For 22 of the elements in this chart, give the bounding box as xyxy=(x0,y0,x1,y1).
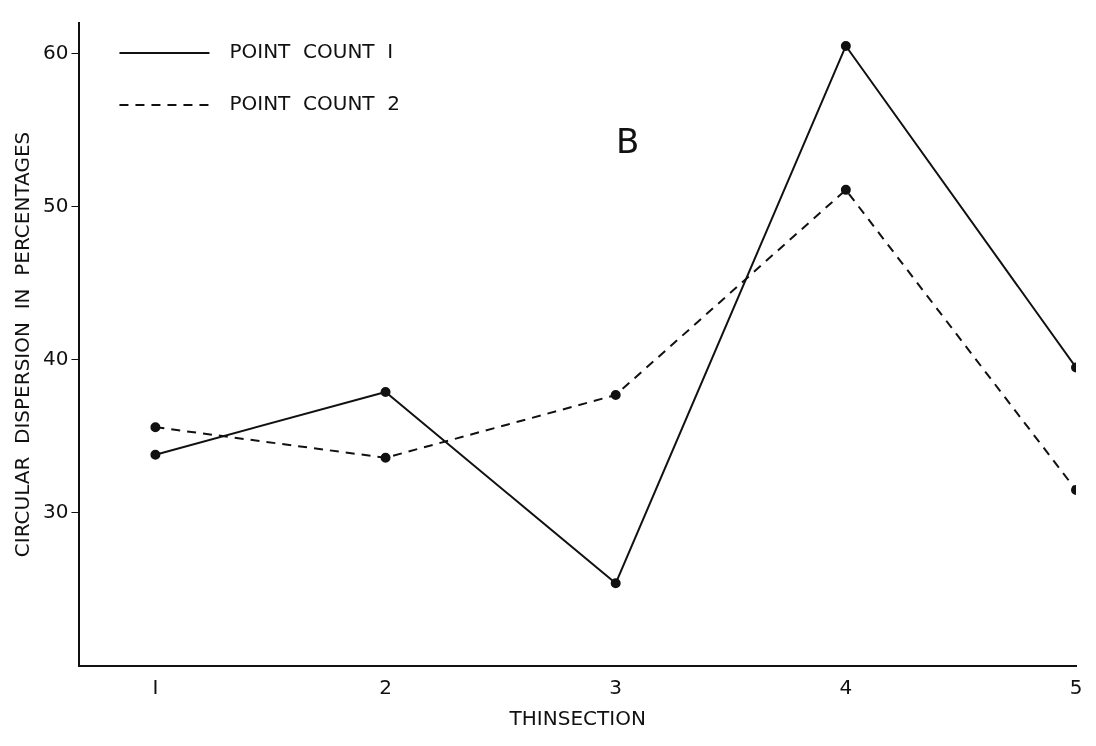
annotation: B xyxy=(615,121,640,161)
y-tick-label: 60 xyxy=(43,39,69,64)
x-tick-label: 5 xyxy=(1069,675,1083,700)
point xyxy=(610,390,621,401)
legend-label: POINT COUNT I xyxy=(229,39,394,64)
point xyxy=(610,578,621,589)
point xyxy=(380,386,391,397)
x-tick-label: I xyxy=(152,675,159,700)
y-axis-title: CIRCULAR DISPERSION IN PERCENTAGES xyxy=(10,131,35,558)
point xyxy=(840,184,851,195)
point xyxy=(150,422,161,433)
x-axis-title: THINSECTION xyxy=(508,706,646,731)
point xyxy=(840,40,851,51)
point xyxy=(150,449,161,460)
x-tick-label: 3 xyxy=(609,675,623,700)
x-tick-label: 2 xyxy=(379,675,392,700)
y-tick-label: 50 xyxy=(43,192,69,217)
point xyxy=(380,452,391,463)
x-tick-label: 4 xyxy=(839,675,853,700)
legend-label: POINT COUNT 2 xyxy=(229,91,401,116)
y-tick-label: 30 xyxy=(43,499,69,524)
y-tick-label: 40 xyxy=(43,346,69,371)
